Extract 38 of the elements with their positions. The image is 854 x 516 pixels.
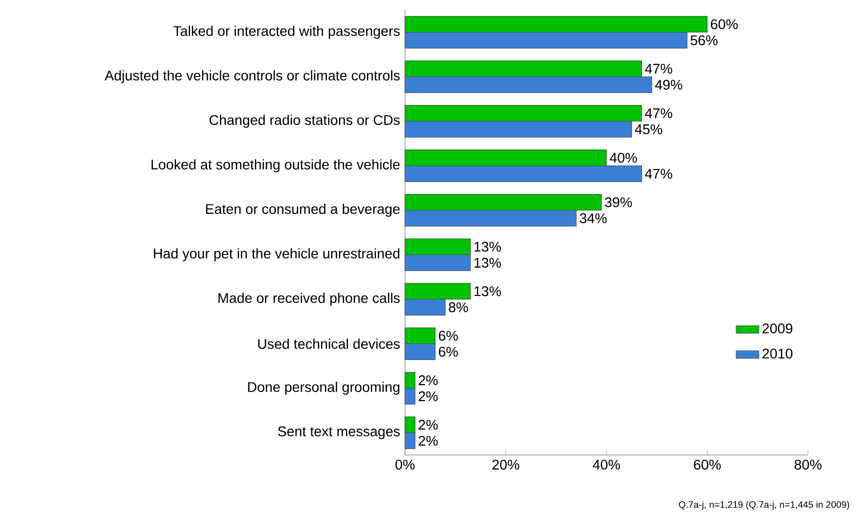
data-label: 8% [448, 302, 468, 312]
data-label: 39% [604, 197, 632, 208]
data-label: 47% [645, 64, 672, 74]
y-tick-label: Used technical devices [258, 338, 400, 349]
text: Q.7a-j, n=1,219 (Q.7a-j, n=1,445 in 2009) [678, 501, 850, 510]
y-tick-label: Looked at something outside the vehicle [152, 159, 400, 172]
x-tick-label: 80% [794, 460, 822, 470]
data-label: 47% [645, 108, 672, 118]
data-label: 6% [438, 330, 458, 341]
legend-label: 2010 [762, 348, 792, 359]
data-label: 2% [418, 436, 438, 446]
data-label: 60% [710, 19, 738, 30]
y-tick-label: Changed radio stations or CDs [210, 114, 400, 128]
y-tick-label: Talked or interacted with passengers [173, 26, 400, 39]
y-tick-label: Adjusted the vehicle controls or climate controls [104, 70, 400, 84]
data-label: 2% [418, 375, 438, 386]
y-tick-label: Eaten or consumed a beverage [206, 204, 400, 217]
data-label: 13% [474, 258, 501, 268]
y-tick-label: Sent text messages [278, 426, 400, 440]
data-label: 40% [610, 152, 637, 163]
data-label: 49% [655, 80, 682, 90]
x-tick-label: 20% [492, 460, 520, 470]
data-label: 13% [474, 286, 501, 296]
data-label: 47% [645, 168, 672, 179]
y-tick-label: Done personal grooming [248, 382, 400, 395]
data-label: 56% [690, 35, 718, 46]
x-tick-label: 60% [694, 460, 721, 470]
data-label: 45% [634, 124, 662, 134]
x-tick-label: 40% [592, 460, 620, 470]
y-tick-label: Made or received phone calls [218, 292, 400, 306]
data-label: 2% [418, 391, 438, 402]
data-label: 13% [474, 242, 501, 252]
data-label: 34% [580, 213, 607, 224]
x-tick-label: 0% [395, 460, 415, 470]
data-label: 6% [438, 346, 458, 357]
y-tick-label: Had your pet in the vehicle unrestrained [154, 248, 400, 262]
data-label: 2% [418, 420, 438, 430]
legend-label: 2009 [762, 324, 792, 334]
